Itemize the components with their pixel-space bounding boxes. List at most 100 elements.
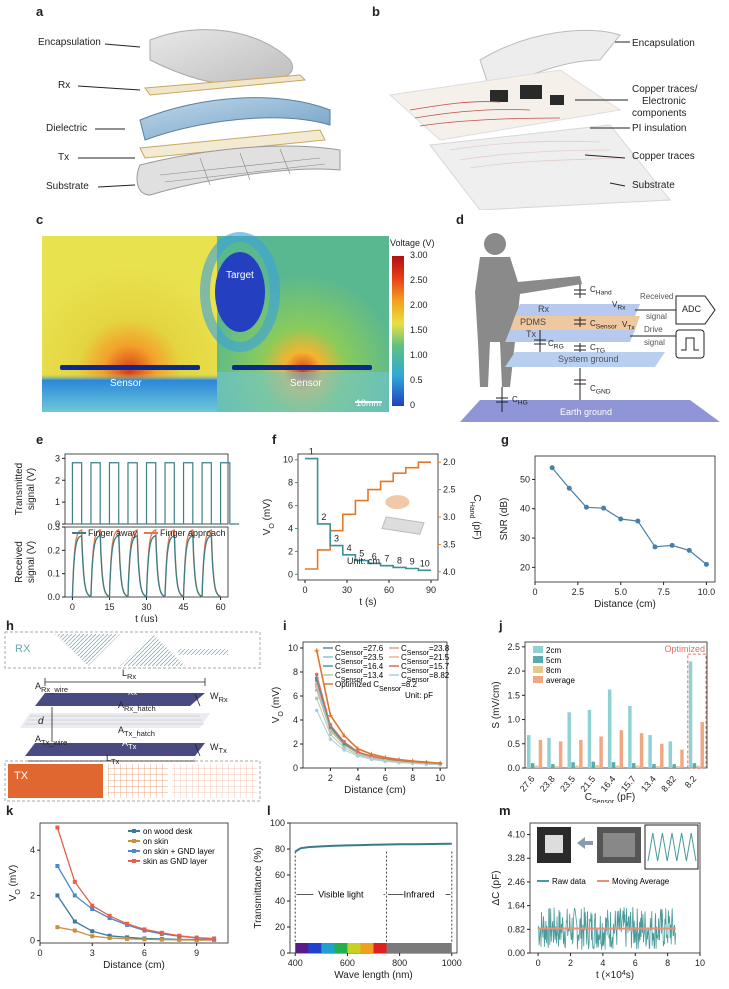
y-tick-label: 4.10 — [507, 830, 525, 840]
legend-label: CSensor=16.4 — [335, 662, 384, 675]
y-tick-label: 0.82 — [507, 924, 525, 934]
label-substrate: Substrate — [46, 181, 89, 192]
plot-frame — [529, 822, 701, 954]
x-tick-label: 10 — [695, 958, 705, 968]
bar — [551, 764, 555, 768]
label-drive-signal-2: signal — [644, 338, 665, 347]
legend-marker — [132, 839, 136, 843]
person-silhouette — [475, 233, 582, 387]
y-axis-label: Transmittance (%) — [253, 847, 264, 928]
data-point — [125, 936, 130, 941]
y-tick-label: 1.0 — [507, 715, 520, 725]
step-label: 1 — [309, 447, 314, 457]
colorbar-tick: 2.50 — [410, 275, 428, 285]
x-tick-label: 5.0 — [614, 587, 627, 597]
system-ground-plane — [505, 352, 665, 367]
panel-label: e — [36, 432, 44, 447]
legend-label: CSensor=21.5 — [401, 653, 450, 666]
label-c-hand: CHand — [590, 285, 612, 297]
spectrum-band — [295, 943, 309, 953]
y-tick-label: 4 — [293, 715, 298, 725]
data-point — [159, 930, 164, 935]
bar — [628, 705, 632, 768]
label-c-hg: CHG — [512, 395, 528, 407]
pulse-source — [675, 329, 705, 359]
unit-label: Unit: cm — [347, 556, 380, 566]
chart-l: 400 600 800 1000 0 20 40 60 80 100 Wave length (nm… — [253, 818, 462, 981]
legend-marker — [132, 829, 136, 833]
legend-swatch — [533, 676, 543, 683]
chart-f: 0 30 60 90 0 2 4 6 8 10 2.0 2.5 3.0 3.5 4.0 t (s) VO (mV… — [262, 447, 482, 608]
series-finger-away — [71, 532, 221, 600]
optimized-highlight — [687, 653, 707, 769]
data-point — [356, 754, 360, 758]
step-label: 7 — [384, 554, 389, 564]
data-point — [55, 893, 60, 898]
label-encapsulation: Encapsulation — [632, 38, 695, 49]
y-axis-label: Received — [14, 541, 25, 583]
data-point — [368, 751, 375, 757]
y-tick-label: 20 — [275, 922, 285, 932]
spectrum-band — [321, 943, 335, 953]
x-tick-label: 8 — [665, 958, 670, 968]
y-tick-label-right: 4.0 — [443, 567, 456, 577]
bar — [635, 765, 640, 768]
label-w-tx: WTx — [210, 742, 227, 755]
bar — [595, 765, 599, 768]
label-sensor-right: Sensor — [290, 378, 322, 389]
x-tick-label: 4 — [600, 958, 605, 968]
label-earth-ground: Earth ground — [560, 407, 613, 417]
data-point — [142, 937, 147, 942]
y-tick-label: 2 — [30, 890, 35, 900]
label-c-sensor: CSensor — [590, 319, 617, 331]
y-tick-label: 40 — [275, 896, 285, 906]
data-point — [652, 544, 658, 550]
panel-g: g 0 2.5 5.0 7.5 10.0 20 30 40 50 Distance (cm) SNR… — [485, 432, 729, 622]
panel-d: d CHand VRx Rx PDMS CSensor Tx VTx CRG — [440, 212, 729, 427]
data-point — [356, 750, 360, 754]
y-tick-label: 1 — [55, 497, 60, 507]
label-c-gnd: CGND — [590, 384, 611, 396]
y-tick-label: 8 — [288, 478, 293, 488]
label-scale: 10mm — [356, 398, 382, 408]
data-point — [107, 936, 112, 941]
chart-m: 0 2 4 6 8 10 0.00 0.82 1.64 2.46 3.28 4.10 t (×104s)… — [491, 822, 705, 981]
x-tick-label: 90 — [426, 585, 436, 595]
legend-label: Finger approach — [160, 528, 226, 538]
legend-label: CSensor=8.82 — [401, 671, 450, 684]
sensor-right — [232, 365, 372, 370]
data-point — [328, 723, 333, 727]
tx-layer-3d — [25, 743, 205, 756]
bar — [692, 763, 697, 768]
electrode-geometry-diagram — [4, 631, 261, 802]
bar — [656, 766, 660, 768]
y-tick-label: 3.28 — [507, 853, 525, 863]
legend-label: CSensor=13.4 — [335, 671, 384, 684]
data-point — [328, 732, 333, 737]
device-photo-1-detail — [545, 835, 563, 853]
legend-label: CSensor=27.6 — [335, 644, 384, 657]
data-point — [369, 757, 374, 762]
label-bg — [403, 887, 446, 900]
x-tick-label: 8.82 — [659, 774, 678, 794]
label-rx: Rx — [538, 304, 549, 314]
rx-electrode-2 — [120, 634, 185, 666]
label-a-tx-wire: ATx_wire — [35, 734, 68, 747]
y-tick-label: 60 — [275, 870, 285, 880]
legend-swatch — [533, 666, 543, 673]
data-point — [55, 925, 60, 930]
x-axis-label: t (us) — [135, 614, 158, 622]
label-tx: TX — [14, 770, 29, 782]
y-tick-label: 0.1 — [47, 569, 60, 579]
bar — [575, 765, 579, 768]
data-point — [313, 647, 320, 653]
colorbar-tick: 0.5 — [410, 375, 423, 385]
data-point — [72, 919, 77, 924]
colorbar-tick: 3.00 — [410, 250, 428, 260]
legend-label: Optimized CSensor=8.2 — [335, 680, 418, 693]
y-axis-label: ΔC (pF) — [491, 870, 502, 905]
label-a-tx: ATx — [122, 738, 137, 751]
legend-label: Moving Average — [612, 877, 670, 886]
panel-label: f — [272, 432, 277, 447]
